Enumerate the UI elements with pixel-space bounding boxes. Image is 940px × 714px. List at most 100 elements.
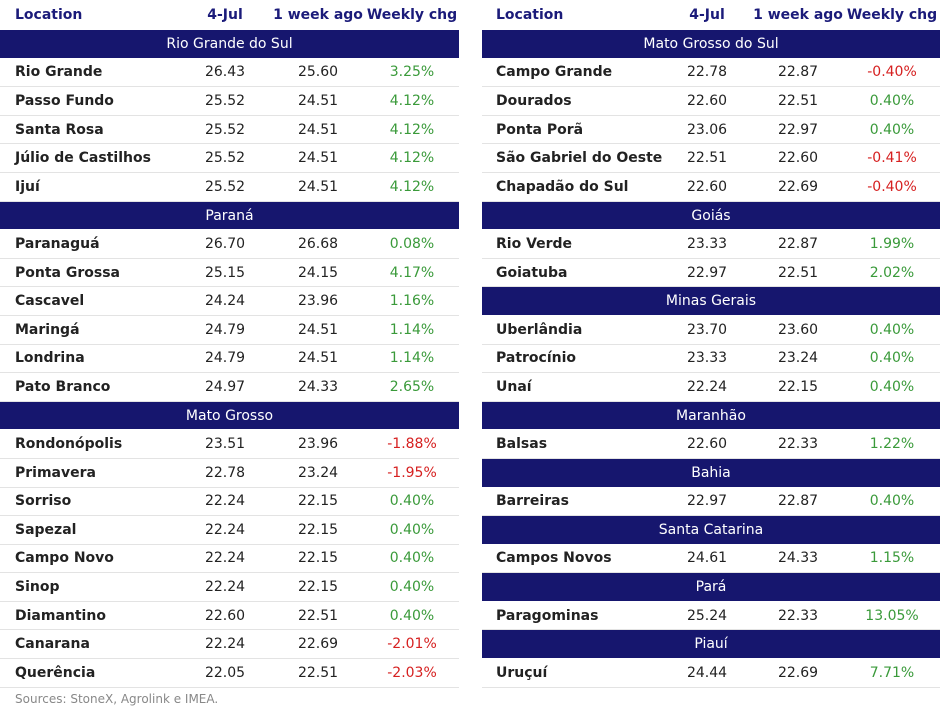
price-current: 22.24 <box>204 636 246 653</box>
header-row: Location 4-Jul 1 week ago Weekly chg <box>482 0 940 30</box>
location: Diamantino <box>15 607 106 624</box>
column-header: Weekly chg <box>366 7 458 23</box>
weekly-change: 1.16% <box>389 293 435 310</box>
region-band: Pará <box>482 573 940 602</box>
data-row: Balsas 22.60 22.33 1.22% <box>482 430 940 459</box>
price-current: 23.70 <box>686 321 728 338</box>
price-week-ago: 23.24 <box>297 464 339 481</box>
region-band: Paraná <box>0 201 459 231</box>
price-week-ago: 23.96 <box>297 293 339 310</box>
price-week-ago: 22.51 <box>777 264 819 281</box>
price-week-ago: 23.24 <box>777 350 819 367</box>
region-band: Santa Catarina <box>482 516 940 545</box>
price-current: 25.52 <box>204 121 246 138</box>
price-week-ago: 26.68 <box>297 235 339 252</box>
price-week-ago: 24.51 <box>297 121 339 138</box>
column-header: Weekly chg <box>846 7 938 23</box>
column-header: 1 week ago <box>273 7 363 23</box>
data-row: Goiatuba 22.97 22.51 2.02% <box>482 259 940 288</box>
location: Ponta Porã <box>496 121 584 138</box>
location: Ponta Grossa <box>15 264 120 281</box>
data-row: Patrocínio 23.33 23.24 0.40% <box>482 345 940 374</box>
price-week-ago: 25.60 <box>297 64 339 81</box>
data-row: Passo Fundo 25.52 24.51 4.12% <box>0 87 459 116</box>
price-current: 22.60 <box>204 607 246 624</box>
price-current: 25.52 <box>204 92 246 109</box>
data-row: Ijuí 25.52 24.51 4.12% <box>0 173 459 202</box>
price-current: 25.52 <box>204 178 246 195</box>
location: Passo Fundo <box>15 92 114 109</box>
weekly-change: 1.99% <box>869 235 915 252</box>
weekly-change: 0.40% <box>389 607 435 624</box>
data-row: Pato Branco 24.97 24.33 2.65% <box>0 373 459 402</box>
location: Unaí <box>496 378 532 395</box>
price-current: 24.44 <box>686 664 728 681</box>
location: Primavera <box>15 464 96 481</box>
weekly-change: 1.14% <box>389 350 435 367</box>
region-band: Mato Grosso <box>0 401 459 431</box>
weekly-change: 0.40% <box>869 350 915 367</box>
data-row: Cascavel 24.24 23.96 1.16% <box>0 287 459 316</box>
header-row: Location 4-Jul 1 week ago Weekly chg <box>0 0 459 30</box>
weekly-change: -0.40% <box>867 64 917 81</box>
data-row: Primavera 22.78 23.24 -1.95% <box>0 459 459 488</box>
weekly-change: 4.12% <box>389 92 435 109</box>
data-row: Sapezal 22.24 22.15 0.40% <box>0 516 459 545</box>
price-week-ago: 22.51 <box>297 664 339 681</box>
price-week-ago: 24.51 <box>297 321 339 338</box>
region-band: Bahia <box>482 458 940 488</box>
price-week-ago: 22.87 <box>777 493 819 510</box>
price-week-ago: 22.33 <box>777 436 819 453</box>
data-row: Júlio de Castilhos 25.52 24.51 4.12% <box>0 144 459 173</box>
price-week-ago: 22.97 <box>777 121 819 138</box>
data-row: Paragominas 25.24 22.33 13.05% <box>482 602 940 631</box>
data-row: Campos Novos 24.61 24.33 1.15% <box>482 545 940 574</box>
location: Sorriso <box>15 493 72 510</box>
location: Campo Grande <box>496 64 613 81</box>
price-current: 22.60 <box>686 92 728 109</box>
weekly-change: -1.88% <box>387 436 437 453</box>
data-row: Sinop 22.24 22.15 0.40% <box>0 573 459 602</box>
location: Sapezal <box>15 521 77 538</box>
price-current: 22.78 <box>686 64 728 81</box>
location: Júlio de Castilhos <box>15 150 151 167</box>
price-week-ago: 22.60 <box>777 150 819 167</box>
price-week-ago: 22.69 <box>777 664 819 681</box>
price-week-ago: 22.51 <box>297 607 339 624</box>
price-current: 22.78 <box>204 464 246 481</box>
data-row: Barreiras 22.97 22.87 0.40% <box>482 488 940 517</box>
price-current: 22.24 <box>204 521 246 538</box>
price-current: 23.06 <box>686 121 728 138</box>
data-row: Diamantino 22.60 22.51 0.40% <box>0 602 459 631</box>
location: Uberlândia <box>496 321 583 338</box>
weekly-change: 0.40% <box>389 550 435 567</box>
column-header: Location <box>496 7 564 23</box>
region-band: Rio Grande do Sul <box>0 30 459 59</box>
weekly-change: 0.40% <box>869 378 915 395</box>
location: Paranaguá <box>15 235 100 252</box>
location: Cascavel <box>15 293 85 310</box>
location: Londrina <box>15 350 85 367</box>
weekly-change: 0.40% <box>869 321 915 338</box>
price-current: 24.24 <box>204 293 246 310</box>
location: Campo Novo <box>15 550 114 567</box>
weekly-change: 0.40% <box>869 121 915 138</box>
weekly-change: 4.12% <box>389 178 435 195</box>
weekly-change: 7.71% <box>869 664 915 681</box>
location: Paragominas <box>496 607 599 624</box>
data-row: Maringá 24.79 24.51 1.14% <box>0 316 459 345</box>
location: Barreiras <box>496 493 569 510</box>
location: Canarana <box>15 636 90 653</box>
price-current: 22.51 <box>686 150 728 167</box>
price-week-ago: 22.51 <box>777 92 819 109</box>
price-week-ago: 23.96 <box>297 436 339 453</box>
data-row: Uberlândia 23.70 23.60 0.40% <box>482 316 940 345</box>
weekly-change: 4.12% <box>389 150 435 167</box>
price-week-ago: 22.33 <box>777 607 819 624</box>
data-row: Querência 22.05 22.51 -2.03% <box>0 659 459 688</box>
data-row: Campo Grande 22.78 22.87 -0.40% <box>482 59 940 88</box>
column-header: Location <box>15 7 83 23</box>
price-current: 23.33 <box>686 235 728 252</box>
data-row: Rondonópolis 23.51 23.96 -1.88% <box>0 430 459 459</box>
price-current: 22.24 <box>204 493 246 510</box>
